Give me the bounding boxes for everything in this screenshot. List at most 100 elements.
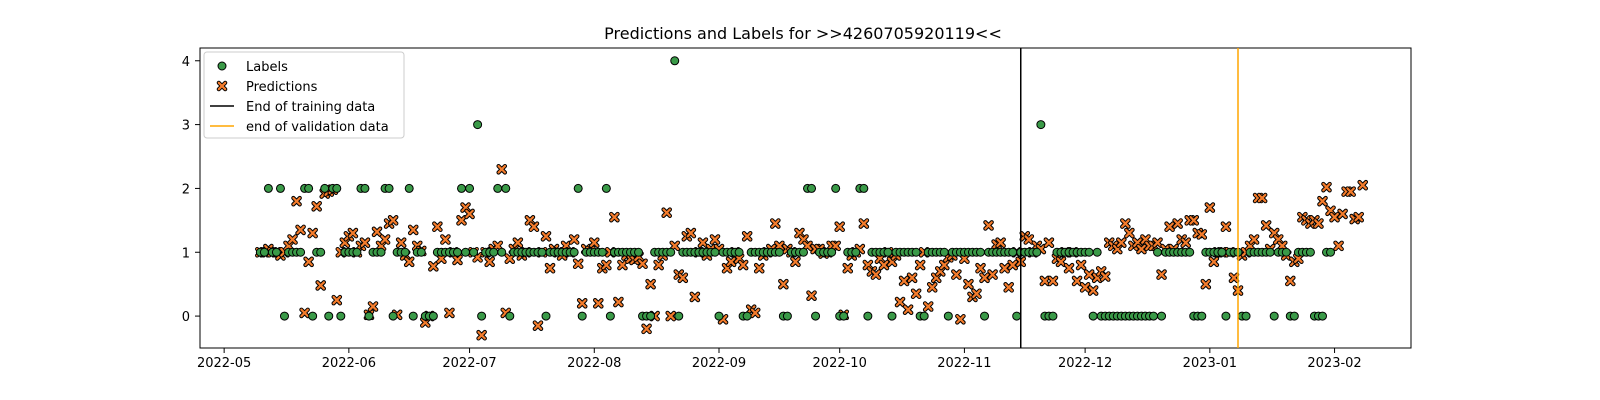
label-point [1048,311,1058,321]
label-point [601,183,611,193]
prediction-point-fill [618,260,627,270]
label-point [859,183,869,193]
label-point [569,247,579,257]
label-point [939,247,949,257]
label-point [674,311,684,321]
x-tick-label: 2023-02 [1307,356,1361,371]
legend-label: Predictions [246,80,318,95]
prediction-point-fill [646,279,655,289]
label-point [919,311,929,321]
prediction-point-fill [1044,238,1054,247]
prediction-point-fill [408,225,418,235]
axes-frame [199,47,1412,349]
label-point [541,311,551,321]
prediction-point-fill [569,235,579,244]
prediction-point-fill [927,283,937,292]
prediction-point-fill [895,297,905,307]
prediction-point-fill [288,235,297,244]
prediction-point-fill [654,260,663,270]
label-point [634,247,644,257]
prediction-point-fill [1048,276,1058,286]
label-point [259,247,269,257]
prediction-point-fill [610,212,619,222]
prediction-point-fill [803,241,812,251]
x-tick-label: 2022-10 [813,356,867,371]
label-point [666,247,676,257]
y-tick-label: 2 [182,182,190,197]
prediction-point-fill [1286,276,1295,286]
prediction-point-fill [940,260,949,270]
label-point [831,183,841,193]
x-tick-label: 2022-09 [692,356,746,371]
prediction-point-fill [589,238,599,247]
label-point [279,311,289,321]
label-point [883,247,893,257]
prediction-point-fill [742,231,752,241]
prediction-point-fill [738,260,748,270]
legend-label: End of training data [246,100,375,115]
label-point [400,247,410,257]
label-point [404,183,414,193]
label-point [336,311,346,321]
prediction-point-fill [690,292,700,302]
prediction-point-fill [678,273,688,283]
prediction-point-fill [372,227,382,237]
label-point [1197,311,1207,321]
x-tick-label: 2022-05 [197,356,251,371]
prediction-point-fill [316,281,325,290]
prediction-point-fill [1294,254,1303,263]
label-point [1326,247,1336,257]
prediction-point-fill [642,324,651,334]
label-point [943,311,953,321]
prediction-point-fill [433,222,442,232]
prediction-point-fill [312,201,321,211]
label-point [807,183,817,193]
y-tick-label: 4 [182,55,190,70]
label-point [742,311,752,321]
label-point [605,311,615,321]
prediction-point-fill [1358,180,1368,190]
prediction-point-fill [1100,272,1110,281]
label-point [477,311,487,321]
prediction-point-fill [1354,212,1363,222]
label-point [887,311,897,321]
x-tick-label: 2022-07 [442,356,496,371]
prediction-point-fill [988,270,997,279]
prediction-point-fill [879,260,889,270]
label-point [320,183,330,193]
prediction-point-fill [899,276,909,286]
prediction-point-fill [843,263,853,273]
label-point [408,311,418,321]
prediction-point-fill [956,314,965,324]
prediction-point-fill [638,259,647,269]
prediction-point-fill [754,263,764,273]
label-point [798,247,808,257]
prediction-point-fill [1137,244,1146,254]
label-point [1265,247,1275,257]
prediction-point-fill [441,235,450,244]
label-point [1088,311,1098,321]
prediction-point-fill [1157,270,1166,279]
prediction-point-fill [1125,228,1134,238]
x-tick-label: 2023-01 [1183,356,1237,371]
label-point [324,311,334,321]
label-point [332,183,342,193]
prediction-point-fill [368,302,378,311]
label-point [428,311,438,321]
prediction-point-fill [831,241,840,251]
label-point [597,247,607,257]
prediction-point-fill [1201,279,1211,289]
prediction-point-fill [952,270,961,279]
label-point [1185,247,1195,257]
prediction-point-fill [960,254,969,263]
label-point [360,183,370,193]
label-point [352,247,362,257]
prediction-point-fill [465,209,474,219]
prediction-point-fill [485,257,494,267]
label-point [1241,311,1251,321]
label-point [577,311,587,321]
label-point [646,311,656,321]
label-point [1153,247,1163,257]
prediction-point-fill [437,254,446,263]
prediction-point-fill [923,302,933,311]
